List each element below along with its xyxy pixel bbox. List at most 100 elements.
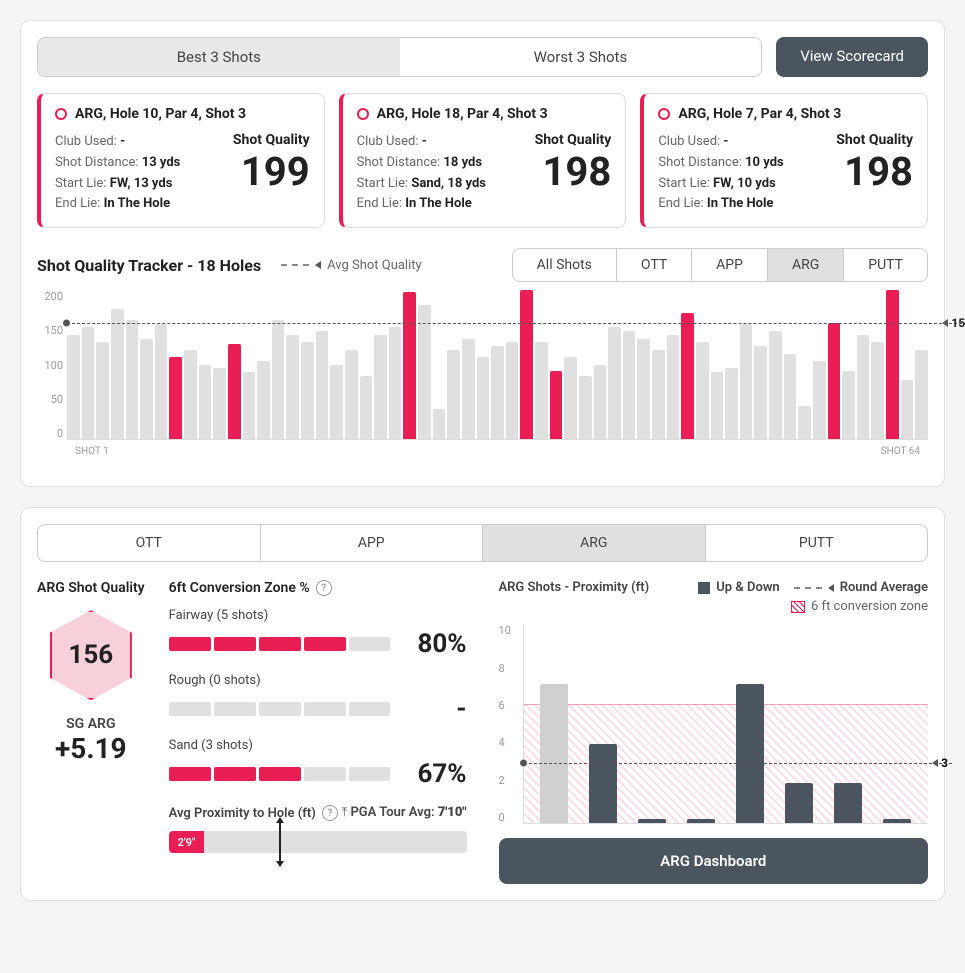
tab-best[interactable]: Best 3 Shots [38,38,400,76]
shot-card[interactable]: ARG, Hole 18, Par 4, Shot 3 Club Used: -… [339,93,627,228]
quality-bar[interactable] [915,350,928,439]
help-icon[interactable]: ? [322,805,338,821]
quality-bar[interactable] [418,305,431,439]
proximity-bar[interactable] [589,744,617,824]
category-tab-ott[interactable]: OTT [38,525,261,561]
quality-bar[interactable] [184,350,197,439]
prox-chart-title: ARG Shots - Proximity (ft) [499,580,650,595]
quality-bar[interactable] [550,371,563,440]
quality-bar[interactable] [447,350,460,439]
quality-bar[interactable] [754,346,767,439]
quality-bar[interactable] [67,335,80,439]
quality-bar[interactable] [564,357,577,439]
shot-quality-score: 198 [535,148,612,195]
quality-bar[interactable] [696,342,709,439]
proximity-bar[interactable] [687,819,715,823]
quality-bar[interactable] [828,323,841,439]
conv-label: Sand (3 shots) [169,738,467,753]
quality-bar[interactable] [871,342,884,439]
quality-bar[interactable] [243,372,256,439]
quality-bar[interactable] [374,335,387,439]
proximity-bar[interactable] [883,819,911,823]
filter-tab-putt[interactable]: PUTT [844,249,927,281]
quality-bar[interactable] [389,327,402,439]
quality-bar[interactable] [594,365,607,440]
quality-bar[interactable] [667,335,680,439]
quality-bar[interactable] [82,327,95,439]
proximity-bar[interactable] [638,819,666,823]
quality-bar[interactable] [345,350,358,439]
quality-bar[interactable] [272,320,285,439]
shot-title: ARG, Hole 7, Par 4, Shot 3 [678,106,841,122]
quality-bar[interactable] [462,339,475,440]
filter-tab-all-shots[interactable]: All Shots [513,249,617,281]
quality-bar[interactable] [637,339,650,440]
quality-bar[interactable] [257,361,270,439]
shot-card[interactable]: ARG, Hole 7, Par 4, Shot 3 Club Used: - … [640,93,928,228]
quality-bar[interactable] [798,406,811,440]
filter-tab-arg[interactable]: ARG [768,249,844,281]
quality-bar[interactable] [857,335,870,439]
proximity-bar[interactable] [540,684,568,823]
quality-bar[interactable] [769,331,782,439]
best-worst-tabs: Best 3 Shots Worst 3 Shots [37,37,762,77]
shot-card[interactable]: ARG, Hole 10, Par 4, Shot 3 Club Used: -… [37,93,325,228]
quality-bar[interactable] [111,309,124,439]
help-icon[interactable]: ? [316,580,332,596]
quality-bar[interactable] [433,409,446,439]
quality-bar[interactable] [886,290,899,439]
shot-title: ARG, Hole 10, Par 4, Shot 3 [75,106,246,122]
quality-bar[interactable] [316,331,329,439]
quality-bar[interactable] [842,371,855,440]
quality-bar[interactable] [403,292,416,440]
quality-bar[interactable] [140,339,153,440]
category-tab-app[interactable]: APP [261,525,484,561]
quality-bar[interactable] [901,380,914,440]
quality-bar[interactable] [506,342,519,439]
quality-bar[interactable] [608,327,621,439]
quality-bar[interactable] [813,361,826,439]
legend-roundavg: Round Average [840,580,928,595]
prox-y-axis: 1086420 [499,624,511,824]
quality-bar[interactable] [330,365,343,440]
arg-dashboard-button[interactable]: ARG Dashboard [499,838,929,884]
quality-bar[interactable] [579,376,592,439]
filter-tab-app[interactable]: APP [692,249,768,281]
quality-bar[interactable] [96,342,109,439]
quality-bar[interactable] [228,344,241,439]
conversion-row: Sand (3 shots) 67% [169,738,467,789]
quality-bar[interactable] [681,313,694,440]
view-scorecard-button[interactable]: View Scorecard [776,37,928,77]
quality-bar[interactable] [126,320,139,439]
header-row: Best 3 Shots Worst 3 Shots View Scorecar… [37,37,928,77]
quality-bar[interactable] [169,357,182,439]
shot-quality-label: Shot Quality [836,132,913,148]
quality-bar[interactable] [725,368,738,439]
quality-bar[interactable] [301,342,314,439]
proximity-bar[interactable] [785,783,813,823]
quality-bar[interactable] [477,357,490,439]
quality-bar[interactable] [286,335,299,439]
quality-bar[interactable] [360,376,373,439]
triangle-icon [828,584,834,592]
quality-bar[interactable] [199,365,212,440]
quality-bar[interactable] [652,350,665,439]
shot-details: Club Used: - Shot Distance: 13 yds Start… [55,132,180,215]
quality-bar[interactable] [740,324,753,439]
category-tab-putt[interactable]: PUTT [706,525,928,561]
tab-worst[interactable]: Worst 3 Shots [400,38,762,76]
quality-bar[interactable] [213,368,226,439]
quality-bar[interactable] [784,354,797,440]
y-axis: 200150100500 [37,290,63,440]
quality-bar[interactable] [155,324,168,439]
quality-bar[interactable] [711,372,724,439]
category-tab-arg[interactable]: ARG [483,525,706,561]
quality-bar[interactable] [491,346,504,439]
proximity-bar[interactable] [736,684,764,823]
quality-bar[interactable] [520,290,533,439]
quality-bar[interactable] [623,331,636,439]
quality-bar[interactable] [535,342,548,439]
pga-value: 7'10" [438,805,467,820]
proximity-bar[interactable] [834,783,862,823]
filter-tab-ott[interactable]: OTT [617,249,692,281]
